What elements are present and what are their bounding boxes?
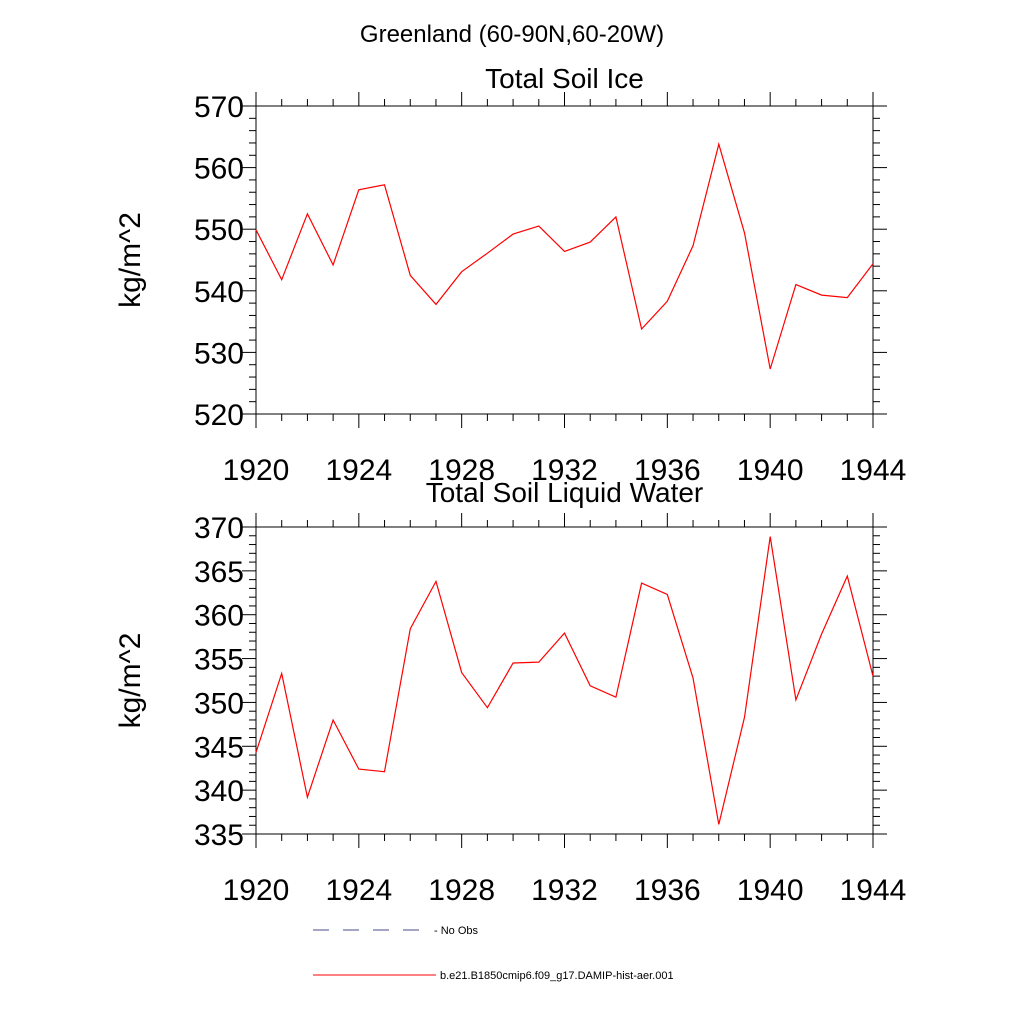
series-line: [255, 536, 874, 825]
x-tick-label: 1932: [531, 874, 598, 907]
y-tick-label: 340: [194, 775, 244, 808]
plot-frame: [255, 105, 874, 415]
series-line: [255, 141, 874, 370]
x-tick-label: 1936: [634, 874, 701, 907]
y-tick-label: 350: [194, 687, 244, 720]
y-tick-label: 345: [194, 731, 244, 764]
x-tick-label: 1944: [840, 874, 907, 907]
y-tick-label: 540: [194, 276, 244, 309]
x-tick-label: 1924: [325, 874, 392, 907]
legend: - No Obs b.e21.B1850cmip6.f09_g17.DAMIP-h…: [313, 925, 674, 982]
panel-title: Total Soil Ice: [485, 63, 644, 94]
x-tick-label: 1920: [223, 874, 290, 907]
panel-title: Total Soil Liquid Water: [426, 477, 704, 508]
x-tick-label: 1940: [737, 874, 804, 907]
x-tick-label: 1944: [840, 454, 907, 487]
y-tick-label: 520: [194, 399, 244, 432]
x-tick-label: 1920: [223, 454, 290, 487]
plot-frame: [255, 526, 874, 835]
y-tick-label: 370: [194, 512, 244, 545]
panel-1: Total Soil Ice kg/m^2 1920 1924 1928 1932 1936…: [114, 63, 906, 487]
y-axis-label: kg/m^2: [114, 212, 147, 308]
y-tick-label: 360: [194, 600, 244, 633]
y-axis-label: kg/m^2: [114, 633, 147, 729]
y-tick-label: 560: [194, 153, 244, 186]
y-tick-label: 335: [194, 819, 244, 852]
y-tick-label: 365: [194, 556, 244, 589]
figure-title: Greenland (60-90N,60-20W): [360, 21, 664, 48]
x-tick-label: 1928: [428, 454, 495, 487]
x-tick-label: 1940: [737, 454, 804, 487]
y-tick-label: 570: [194, 91, 244, 124]
x-tick-label: 1928: [428, 874, 495, 907]
x-tick-label: 1932: [531, 454, 598, 487]
legend-obs-label: - No Obs: [434, 925, 479, 937]
y-tick-label: 530: [194, 337, 244, 370]
legend-model-label: b.e21.B1850cmip6.f09_g17.DAMIP-hist-aer.…: [440, 970, 674, 982]
panel-2: Total Soil Liquid Water kg/m^2 1920 1924 192…: [114, 477, 906, 907]
y-tick-label: 355: [194, 644, 244, 677]
y-tick-label: 550: [194, 214, 244, 247]
x-tick-label: 1936: [634, 454, 701, 487]
x-tick-label: 1924: [325, 454, 392, 487]
